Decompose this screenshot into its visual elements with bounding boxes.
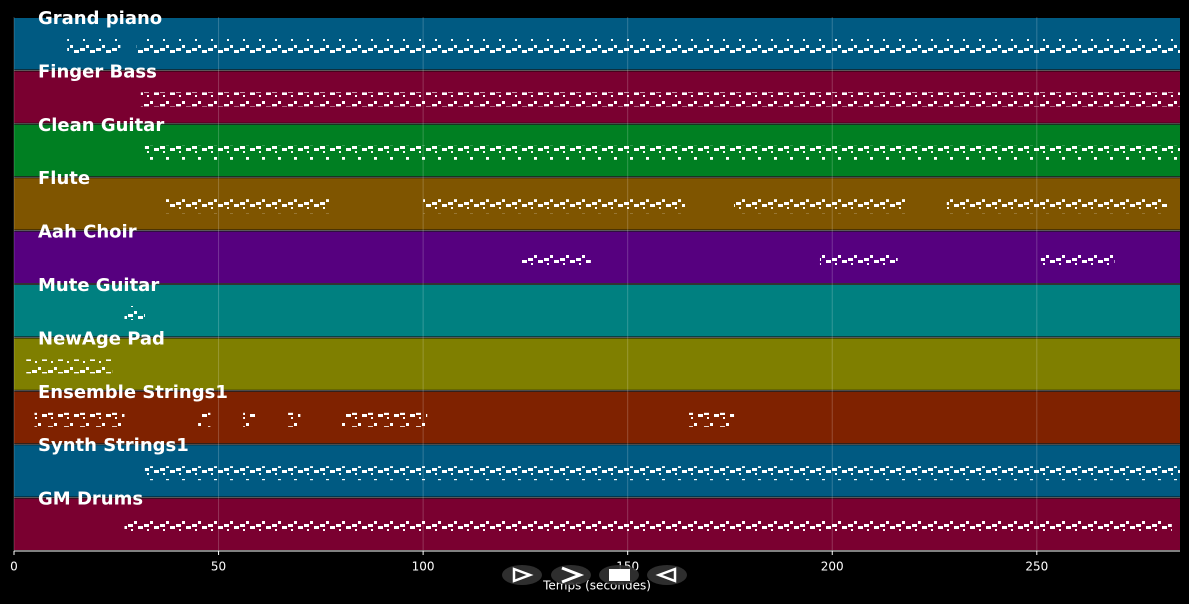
track-label: Mute Guitar	[38, 275, 159, 296]
note-span	[165, 199, 330, 214]
track-label: Ensemble Strings1	[38, 382, 228, 403]
note-span	[136, 39, 1181, 53]
forward-button[interactable]	[551, 565, 591, 585]
track-label: GM Drums	[38, 489, 143, 510]
track-label: Finger Bass	[38, 61, 157, 82]
note-span	[341, 412, 428, 427]
note-span	[819, 252, 898, 267]
note-span	[124, 519, 1172, 534]
x-tick-label: 50	[211, 560, 226, 574]
track-label: Aah Choir	[38, 222, 137, 243]
x-tick-label: 0	[10, 560, 18, 574]
note-span	[734, 199, 906, 214]
track-label: NewAge Pad	[38, 328, 165, 349]
track-label: Synth Strings1	[38, 435, 189, 456]
back-button[interactable]	[647, 565, 687, 585]
note-span	[1040, 252, 1115, 267]
track-row	[14, 285, 1180, 337]
x-tick-label: 200	[821, 560, 844, 574]
track-label: Flute	[38, 168, 90, 189]
note-span	[26, 359, 113, 374]
note-span	[288, 412, 301, 427]
note-span	[34, 412, 125, 427]
note-span	[124, 306, 145, 320]
track-label: Grand piano	[38, 8, 162, 29]
note-span	[689, 412, 735, 427]
note-span	[140, 92, 1180, 107]
track-row	[14, 338, 1180, 390]
note-span	[946, 199, 1168, 214]
note-span	[243, 412, 256, 427]
track-label: Clean Guitar	[38, 115, 164, 136]
note-span	[67, 39, 121, 53]
stop-button[interactable]	[599, 565, 639, 585]
x-tick-label: 250	[1025, 560, 1048, 574]
note-span	[521, 252, 591, 267]
track-row	[14, 231, 1180, 283]
note-span	[144, 145, 1180, 160]
x-tick-label: 100	[412, 560, 435, 574]
note-span	[144, 466, 1180, 481]
note-span	[423, 199, 685, 214]
play-button[interactable]	[502, 565, 542, 585]
note-span	[198, 412, 211, 427]
